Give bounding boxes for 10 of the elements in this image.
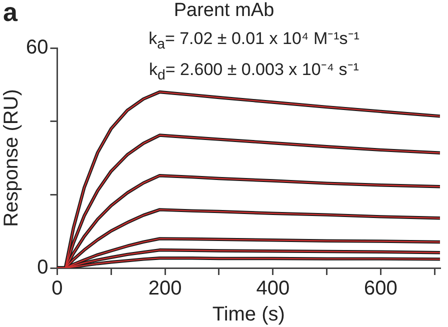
chart-subtitle: k$_{a}$= 7.02 ± 0.01 x 10⁴ M⁻¹s⁻¹ k$_{d}$= 2.600 ± 0.003 x 10⁻⁴ s⁻¹ — [148, 28, 360, 86]
y-tick-label: 60 — [26, 36, 48, 59]
x-tick-label: 600 — [364, 278, 398, 300]
chart-title: Parent mAb — [174, 0, 274, 21]
x-axis-title: Time (s) — [212, 304, 285, 326]
text: a — [3, 0, 18, 28]
x-tick-label: 0 — [52, 278, 63, 300]
y-axis-title: Response (RU) — [0, 89, 23, 227]
x-tick-label: 400 — [256, 278, 290, 300]
x-tick-label: 200 — [148, 278, 182, 300]
